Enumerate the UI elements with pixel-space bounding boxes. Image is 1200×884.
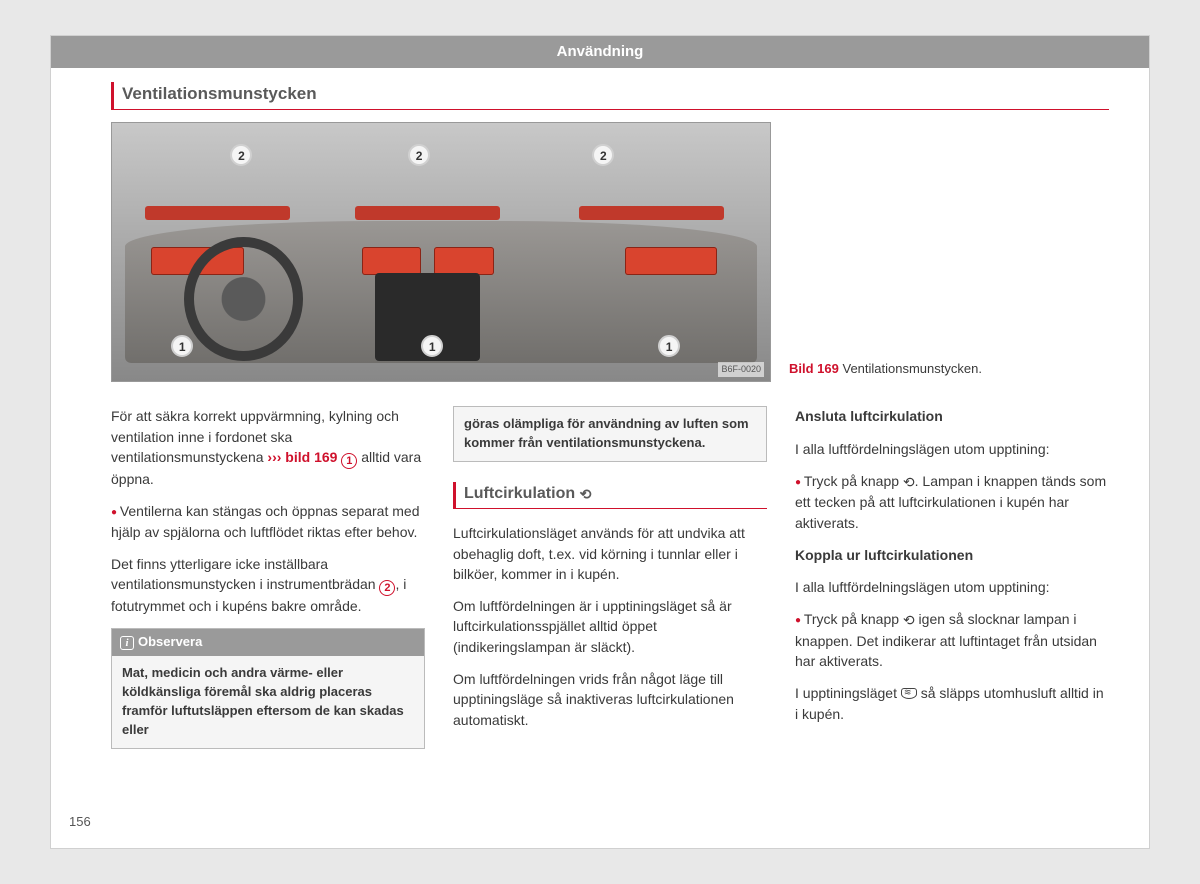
recirculation-icon: ⟲ <box>580 484 592 504</box>
note-title: Observera <box>138 634 202 649</box>
recirc-button-icon: ⟲ <box>903 472 915 492</box>
column-1: För att säkra korrekt uppvärmning, kylni… <box>111 406 425 748</box>
fig-ref-inline: ››› bild 169 <box>267 449 341 465</box>
circ-p1: Luftcirkulationsläget används för att un… <box>453 523 767 584</box>
top-vent-right <box>579 206 724 220</box>
figure-caption-text: Ventilationsmunstycken. <box>842 361 981 376</box>
heading-disconnect: Koppla ur luftcirkulationen <box>795 545 1109 565</box>
disconnect-intro: I alla luftfördelningslägen utom upptini… <box>795 577 1109 597</box>
info-icon: i <box>120 636 134 650</box>
circ-p2: Om luftfördelningen är i upptiningsläget… <box>453 596 767 657</box>
top-vent-center <box>355 206 500 220</box>
defrost-note: I upptiningsläget så släpps utomhusluft … <box>795 683 1109 724</box>
figure-caption: Bild 169 Ventilationsmunstycken. <box>789 122 1109 379</box>
circled-2-inline: 2 <box>379 580 395 596</box>
defrost-note-a: I upptiningsläget <box>795 685 901 701</box>
callout-1-left: 1 <box>171 335 193 357</box>
vent-right <box>625 247 717 275</box>
para-extra-a: Det finns ytterligare icke inställbara v… <box>111 556 379 592</box>
circ-p3: Om luftfördelningen vrids från något läg… <box>453 669 767 730</box>
figure-number: Bild 169 <box>789 361 839 376</box>
callout-1-right: 1 <box>658 335 680 357</box>
heading-connect: Ansluta luftcirkulation <box>795 406 1109 426</box>
manual-page: Användning Ventilationsmunstycken 2 2 2 … <box>50 35 1150 849</box>
section-title-circulation: Luftcirkulation ⟲ <box>453 482 767 509</box>
note-continuation: göras olämpliga för användning av luften… <box>453 406 767 462</box>
steering-wheel <box>184 237 302 361</box>
column-3: Ansluta luftcirkulation I alla luftförde… <box>795 406 1109 748</box>
disconnect-step-a: Tryck på knapp <box>804 611 903 627</box>
vent-center-left <box>362 247 421 275</box>
recirc-button-icon-2: ⟲ <box>903 610 915 630</box>
callout-2-left: 2 <box>230 144 252 166</box>
text-columns: För att säkra korrekt uppvärmning, kylni… <box>111 406 1109 748</box>
note-body: Mat, medicin och andra värme- eller köld… <box>112 656 424 747</box>
callout-2-right: 2 <box>592 144 614 166</box>
section-title-ventilation: Ventilationsmunstycken <box>111 82 1109 111</box>
circled-1-inline: 1 <box>341 453 357 469</box>
column-2: göras olämpliga för användning av luften… <box>453 406 767 748</box>
page-header: Användning <box>51 36 1149 68</box>
note-header: i Observera <box>112 629 424 656</box>
figure-wrap: 2 2 2 1 1 1 B6F-0020 <box>111 122 771 396</box>
connect-intro: I alla luftfördelningslägen utom upptini… <box>795 439 1109 459</box>
connect-step: Tryck på knapp ⟲. Lampan i knappen tänds… <box>795 471 1109 533</box>
defrost-icon <box>901 688 917 699</box>
figure-row: 2 2 2 1 1 1 B6F-0020 Bild 169 Ventilatio… <box>111 122 1109 396</box>
para-extra-vents: Det finns ytterligare icke inställbara v… <box>111 554 425 617</box>
top-vent-left <box>145 206 290 220</box>
dashboard-figure: 2 2 2 1 1 1 B6F-0020 <box>111 122 771 382</box>
para-vents-adjust: Ventilerna kan stängas och öppnas separa… <box>111 501 425 542</box>
callout-2-center: 2 <box>408 144 430 166</box>
disconnect-step: Tryck på knapp ⟲ igen så slocknar lampan… <box>795 609 1109 671</box>
page-number: 156 <box>69 813 91 832</box>
note-box: i Observera Mat, medicin och andra värme-… <box>111 628 425 748</box>
circulation-title-text: Luftcirkulation <box>464 485 580 502</box>
vent-center-right <box>434 247 493 275</box>
figure-code: B6F-0020 <box>718 362 764 377</box>
para-intro: För att säkra korrekt uppvärmning, kylni… <box>111 406 425 489</box>
connect-step-a: Tryck på knapp <box>804 473 903 489</box>
